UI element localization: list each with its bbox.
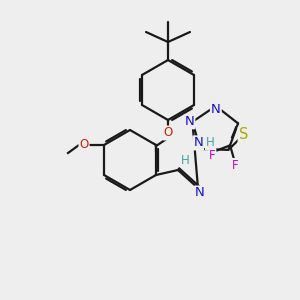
Text: O: O <box>164 127 172 140</box>
Text: N: N <box>184 115 194 128</box>
Text: N: N <box>193 136 203 149</box>
Text: N: N <box>195 187 205 200</box>
Text: H: H <box>206 136 214 149</box>
Text: O: O <box>80 139 88 152</box>
Text: N: N <box>211 103 221 116</box>
Text: H: H <box>181 154 189 166</box>
Text: S: S <box>239 128 248 142</box>
Text: F: F <box>209 149 215 162</box>
Text: F: F <box>232 159 238 172</box>
